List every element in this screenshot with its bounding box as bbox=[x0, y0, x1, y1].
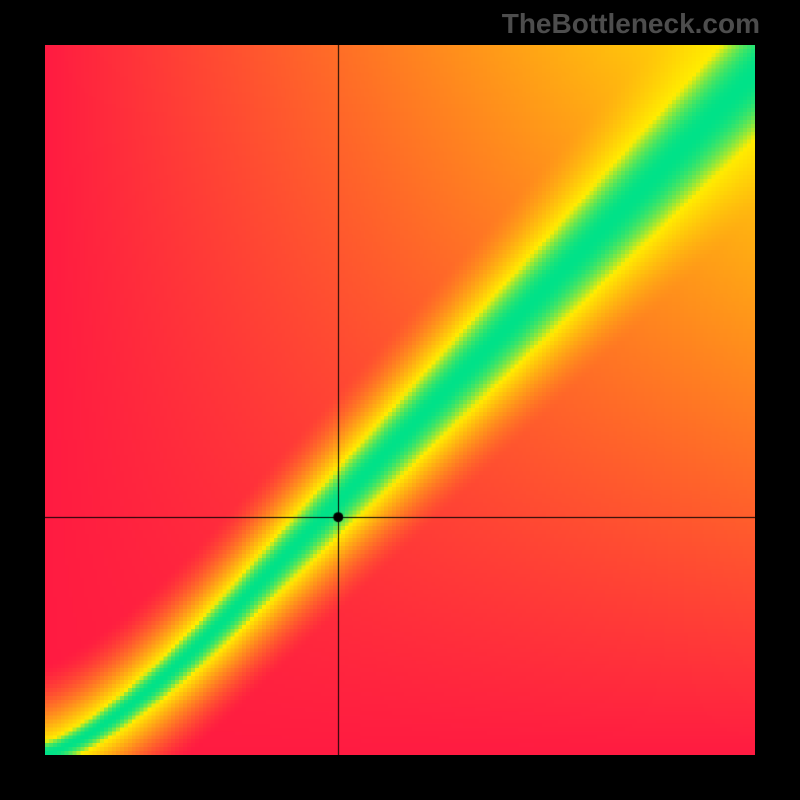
watermark-text: TheBottleneck.com bbox=[502, 8, 760, 40]
